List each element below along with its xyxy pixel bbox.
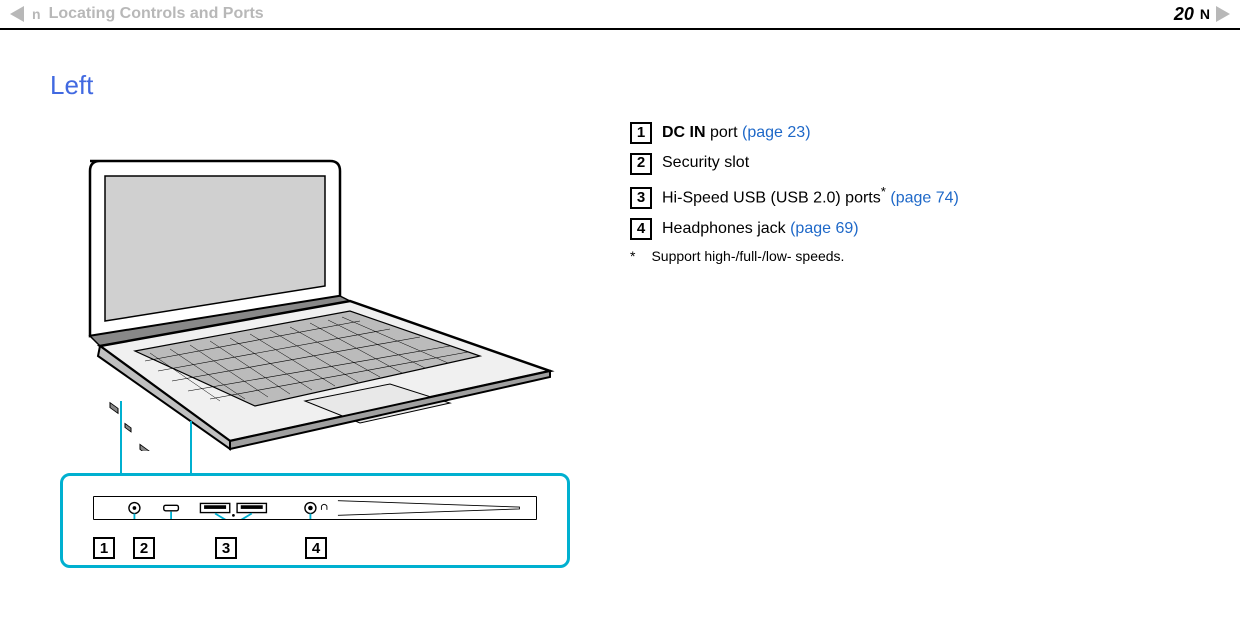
page-link[interactable]: (page 69): [790, 220, 859, 237]
callout-number-1: 1: [93, 537, 115, 559]
page-link[interactable]: (page 74): [890, 189, 959, 206]
legend-text: DC IN port (page 23): [662, 118, 811, 148]
callout-number-2: 2: [133, 537, 155, 559]
legend-text: Security slot: [662, 148, 749, 178]
legend-list: 1 DC IN port (page 23) 2 Security slot 3…: [630, 118, 959, 244]
legend-number: 2: [630, 153, 652, 175]
callout-leader-line: [120, 401, 122, 473]
page-number: 20: [1174, 4, 1194, 25]
port-closeup-frame: 1 2 3 4: [60, 473, 570, 568]
footnote: * Support high-/full-/low- speeds.: [630, 248, 959, 264]
legend-item: 4 Headphones jack (page 69): [630, 214, 959, 244]
nav-prev-label: n: [32, 6, 41, 22]
callout-number-3: 3: [215, 537, 237, 559]
footnote-text: Support high-/full-/low- speeds.: [651, 248, 844, 264]
section-title: Left: [50, 70, 590, 101]
breadcrumb: Locating Controls and Ports: [49, 5, 264, 23]
nav-next-label: N: [1200, 6, 1210, 22]
legend-item: 1 DC IN port (page 23): [630, 118, 959, 148]
callout-number-4: 4: [305, 537, 327, 559]
legend-item: 2 Security slot: [630, 148, 959, 178]
legend-item: 3 Hi-Speed USB (USB 2.0) ports* (page 74…: [630, 179, 959, 214]
footnote-mark: *: [630, 248, 635, 264]
legend-number: 3: [630, 187, 652, 209]
nav-prev-arrow-icon[interactable]: [10, 6, 24, 22]
port-strip: [93, 496, 537, 520]
laptop-illustration: [50, 151, 570, 451]
legend-number: 4: [630, 218, 652, 240]
legend-text: Hi-Speed USB (USB 2.0) ports* (page 74): [662, 179, 959, 214]
legend-number: 1: [630, 122, 652, 144]
callout-leader-line: [190, 421, 192, 473]
legend-text: Headphones jack (page 69): [662, 214, 859, 244]
page-link[interactable]: (page 23): [742, 124, 811, 141]
laptop-diagram: 1 2 3 4: [50, 121, 590, 581]
nav-next-arrow-icon[interactable]: [1216, 6, 1230, 22]
